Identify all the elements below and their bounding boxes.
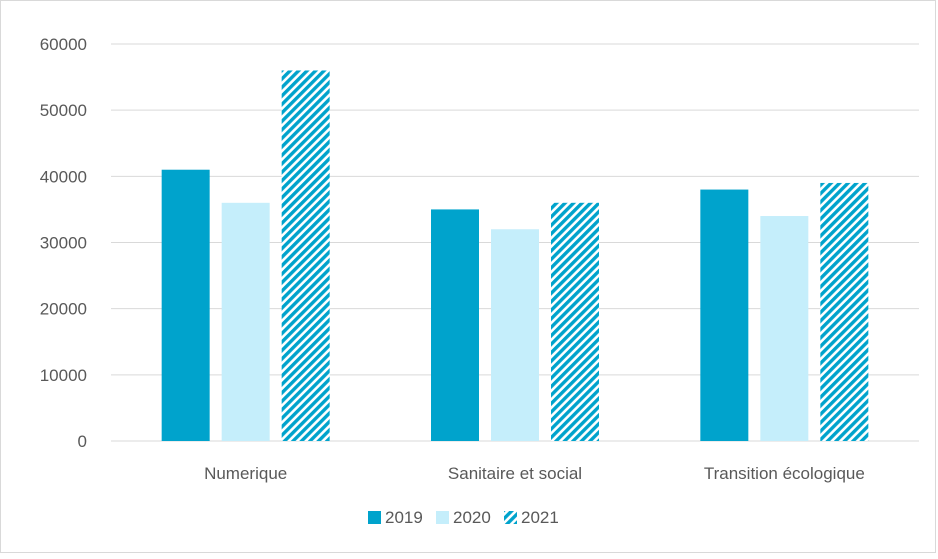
y-axis-ticks: 0 10000 20000 30000 40000 50000 60000 <box>40 35 87 451</box>
y-tick-label: 60000 <box>40 35 87 54</box>
x-tick-label: Transition écologique <box>704 464 865 483</box>
y-tick-label: 40000 <box>40 167 87 186</box>
bar-2019 <box>161 169 210 441</box>
legend-swatch-2019 <box>368 511 381 524</box>
x-tick-label: Sanitaire et social <box>448 464 582 483</box>
legend-swatch-2021 <box>504 511 517 524</box>
bar-2021 <box>281 70 330 441</box>
y-tick-label: 0 <box>78 432 87 451</box>
bar-2021 <box>820 182 869 441</box>
y-tick-label: 30000 <box>40 234 87 253</box>
bar-2019 <box>431 209 479 441</box>
legend: 2019 2020 2021 <box>368 508 559 527</box>
bar-2020 <box>221 202 270 441</box>
bars <box>161 70 869 441</box>
y-tick-label: 10000 <box>40 366 87 385</box>
x-tick-label: Numerique <box>204 464 287 483</box>
bar-2020 <box>760 216 809 441</box>
legend-label: 2019 <box>385 508 423 527</box>
bar-2021 <box>551 202 599 441</box>
x-axis-ticks: Numerique Sanitaire et social Transition é… <box>204 464 865 483</box>
bar-2019 <box>700 189 749 441</box>
legend-label: 2021 <box>521 508 559 527</box>
y-tick-label: 50000 <box>40 101 87 120</box>
bar-2020 <box>491 229 539 441</box>
legend-label: 2020 <box>453 508 491 527</box>
y-tick-label: 20000 <box>40 300 87 319</box>
legend-swatch-2020 <box>436 511 449 524</box>
